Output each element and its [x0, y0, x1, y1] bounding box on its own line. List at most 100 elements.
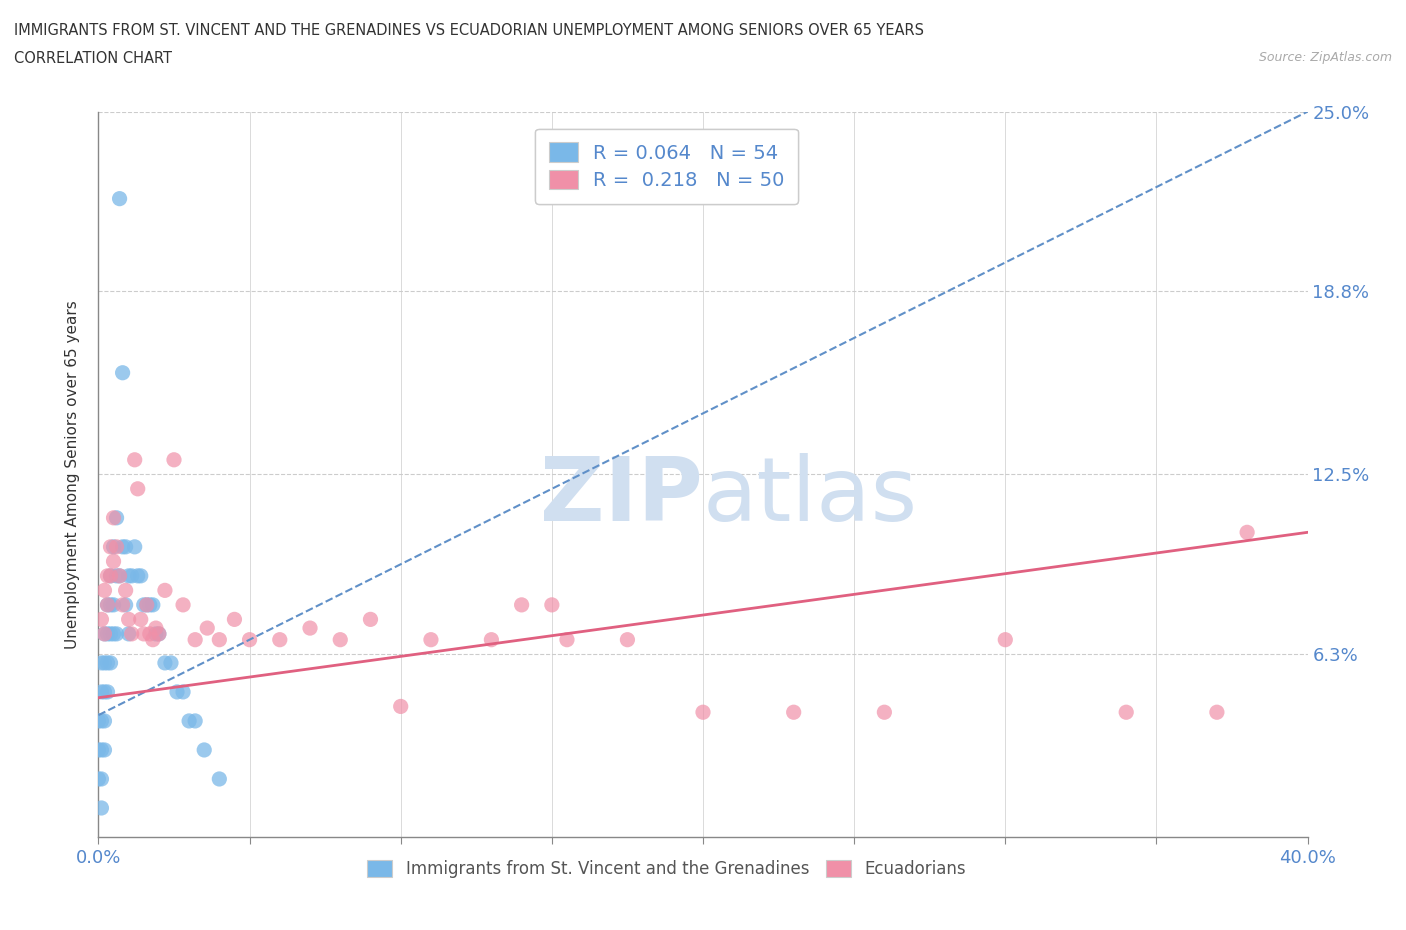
Point: [208, 772, 231, 787]
Point: [100, 539, 122, 554]
Point: [994, 632, 1017, 647]
Point: [172, 684, 194, 699]
Point: [118, 612, 141, 627]
Point: [108, 568, 131, 583]
Point: [100, 568, 122, 583]
Point: [129, 612, 152, 627]
Point: [360, 612, 382, 627]
Point: [389, 699, 412, 714]
Point: [269, 632, 291, 647]
Point: [142, 632, 165, 647]
Point: [90, 656, 112, 671]
Point: [692, 705, 714, 720]
Point: [111, 539, 134, 554]
Point: [90, 612, 112, 627]
Point: [163, 452, 186, 467]
Y-axis label: Unemployment Among Seniors over 65 years: Unemployment Among Seniors over 65 years: [65, 300, 80, 649]
Text: IMMIGRANTS FROM ST. VINCENT AND THE GRENADINES VS ECUADORIAN UNEMPLOYMENT AMONG : IMMIGRANTS FROM ST. VINCENT AND THE GREN…: [14, 23, 924, 38]
Point: [299, 620, 322, 635]
Point: [105, 511, 128, 525]
Point: [239, 632, 262, 647]
Point: [127, 482, 149, 497]
Point: [184, 632, 207, 647]
Point: [103, 597, 125, 612]
Point: [873, 705, 896, 720]
Point: [145, 627, 167, 642]
Point: [555, 632, 578, 647]
Point: [616, 632, 638, 647]
Point: [121, 568, 143, 583]
Point: [105, 539, 128, 554]
Point: [195, 620, 218, 635]
Point: [179, 713, 201, 728]
Point: [114, 539, 136, 554]
Point: [105, 568, 128, 583]
Point: [96, 597, 118, 612]
Point: [100, 597, 122, 612]
Point: [90, 713, 112, 728]
Point: [145, 620, 167, 635]
Point: [193, 742, 215, 757]
Point: [127, 568, 149, 583]
Point: [93, 627, 115, 642]
Point: [100, 656, 122, 671]
Point: [90, 742, 112, 757]
Point: [148, 627, 170, 642]
Point: [105, 627, 128, 642]
Point: [1206, 705, 1229, 720]
Point: [93, 684, 115, 699]
Point: [93, 627, 115, 642]
Point: [184, 713, 207, 728]
Point: [93, 742, 115, 757]
Point: [90, 772, 112, 787]
Point: [108, 568, 131, 583]
Point: [114, 597, 136, 612]
Point: [540, 597, 562, 612]
Point: [153, 656, 176, 671]
Point: [111, 597, 134, 612]
Point: [224, 612, 246, 627]
Point: [100, 627, 122, 642]
Text: atlas: atlas: [703, 453, 918, 539]
Point: [208, 632, 231, 647]
Point: [118, 568, 141, 583]
Point: [148, 627, 170, 642]
Point: [124, 452, 146, 467]
Point: [132, 597, 155, 612]
Text: Source: ZipAtlas.com: Source: ZipAtlas.com: [1258, 51, 1392, 64]
Point: [103, 627, 125, 642]
Point: [783, 705, 806, 720]
Point: [108, 192, 131, 206]
Point: [100, 568, 122, 583]
Point: [96, 597, 118, 612]
Point: [1115, 705, 1137, 720]
Point: [481, 632, 503, 647]
Point: [87, 713, 110, 728]
Point: [114, 583, 136, 598]
Point: [118, 627, 141, 642]
Point: [103, 511, 125, 525]
Point: [93, 583, 115, 598]
Point: [96, 627, 118, 642]
Point: [142, 597, 165, 612]
Point: [1236, 525, 1258, 539]
Point: [124, 539, 146, 554]
Point: [90, 684, 112, 699]
Point: [135, 597, 157, 612]
Point: [135, 597, 157, 612]
Point: [121, 627, 143, 642]
Point: [166, 684, 188, 699]
Point: [329, 632, 352, 647]
Point: [96, 656, 118, 671]
Point: [139, 627, 162, 642]
Point: [510, 597, 533, 612]
Legend: R = 0.064   N = 54, R =  0.218   N = 50: R = 0.064 N = 54, R = 0.218 N = 50: [536, 128, 799, 204]
Point: [172, 597, 194, 612]
Point: [723, 162, 745, 177]
Point: [160, 656, 183, 671]
Point: [96, 568, 118, 583]
Text: ZIP: ZIP: [540, 453, 703, 539]
Point: [90, 801, 112, 816]
Point: [87, 772, 110, 787]
Point: [103, 539, 125, 554]
